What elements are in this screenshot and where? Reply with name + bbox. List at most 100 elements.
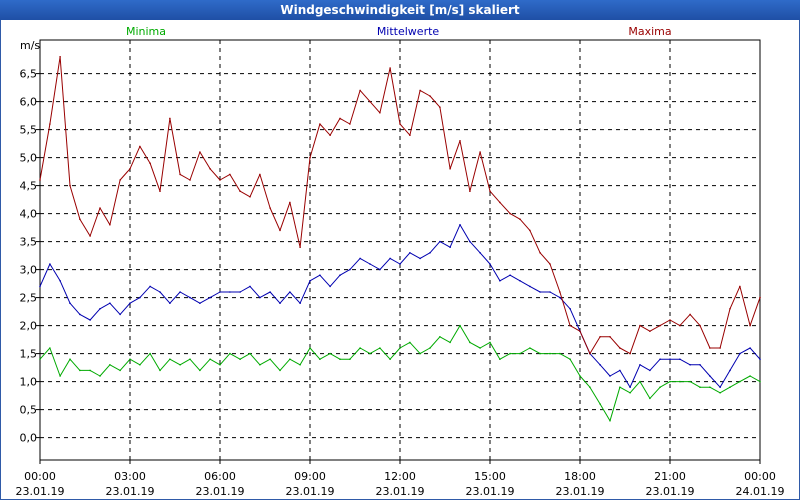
- data-point: [79, 313, 81, 316]
- legend: Minima Mittelwerte Maxima: [126, 25, 672, 38]
- data-point: [369, 352, 371, 355]
- data-point: [669, 319, 671, 321]
- data-point: [559, 352, 561, 355]
- data-point: [429, 347, 431, 349]
- series-maxima: [39, 56, 761, 355]
- data-point: [359, 89, 361, 92]
- x-tick-time: 21:00: [654, 470, 686, 483]
- data-point: [79, 369, 81, 372]
- data-point: [669, 380, 671, 383]
- data-point: [249, 352, 251, 355]
- data-point: [419, 352, 421, 355]
- grid: [40, 40, 760, 460]
- data-point: [119, 369, 121, 372]
- data-point: [639, 380, 641, 383]
- data-point: [289, 291, 291, 293]
- y-tick-label: 6,0: [20, 96, 38, 109]
- x-tick-time: 06:00: [204, 470, 236, 483]
- data-point: [239, 358, 241, 361]
- data-point: [319, 123, 321, 125]
- y-tick-label: 6,5: [20, 68, 38, 81]
- data-point: [729, 369, 731, 372]
- data-point: [59, 56, 61, 58]
- data-point: [109, 302, 111, 305]
- data-point: [329, 285, 331, 288]
- data-point: [719, 392, 721, 394]
- data-point: [129, 168, 131, 170]
- data-point: [709, 347, 711, 349]
- data-point: [739, 285, 741, 288]
- data-point: [549, 263, 551, 265]
- data-point: [599, 336, 601, 338]
- data-point: [219, 179, 221, 181]
- data-point: [169, 117, 171, 120]
- data-point: [259, 296, 261, 299]
- data-point: [699, 324, 701, 327]
- data-point: [379, 112, 381, 114]
- data-point: [649, 330, 651, 333]
- data-point: [269, 358, 271, 361]
- data-point: [639, 324, 641, 327]
- data-point: [759, 358, 761, 361]
- y-tick-label: 3,5: [20, 236, 38, 249]
- y-tick-label: 1,5: [20, 348, 38, 361]
- data-point: [439, 240, 441, 243]
- data-point: [409, 341, 411, 344]
- data-point: [59, 375, 61, 377]
- data-point: [649, 397, 651, 400]
- data-point: [439, 336, 441, 338]
- data-point: [499, 280, 501, 282]
- data-point: [299, 302, 301, 305]
- x-tick-date: 24.01.19: [736, 485, 785, 498]
- data-point: [199, 369, 201, 372]
- x-tick-time: 09:00: [294, 470, 326, 483]
- data-point: [649, 369, 651, 372]
- data-point: [159, 291, 161, 293]
- data-point: [549, 291, 551, 293]
- data-point: [359, 257, 361, 260]
- data-point: [99, 207, 101, 209]
- data-point: [189, 296, 191, 299]
- data-point: [459, 140, 461, 142]
- data-point: [69, 302, 71, 305]
- data-point: [399, 123, 401, 125]
- data-point: [419, 89, 421, 92]
- data-point: [209, 296, 211, 299]
- data-point: [249, 196, 251, 198]
- data-point: [109, 364, 111, 366]
- data-point: [39, 358, 41, 361]
- data-point: [99, 375, 101, 377]
- data-point: [159, 369, 161, 372]
- data-point: [159, 190, 161, 192]
- data-point: [709, 386, 711, 389]
- data-point: [39, 285, 41, 288]
- data-point: [479, 347, 481, 349]
- data-point: [539, 352, 541, 355]
- data-point: [119, 313, 121, 316]
- data-point: [749, 324, 751, 327]
- data-point: [309, 280, 311, 282]
- data-point: [79, 218, 81, 220]
- data-point: [419, 257, 421, 260]
- data-point: [659, 386, 661, 389]
- data-point: [519, 352, 521, 355]
- data-point: [349, 268, 351, 271]
- data-point: [519, 280, 521, 282]
- data-point: [579, 330, 581, 333]
- data-point: [279, 229, 281, 232]
- data-point: [229, 352, 231, 355]
- x-tick-date: 23.01.19: [286, 485, 335, 498]
- legend-item-mittelwerte: Mittelwerte: [377, 25, 440, 38]
- data-point: [189, 179, 191, 181]
- data-point: [49, 347, 51, 349]
- data-point: [249, 285, 251, 288]
- data-point: [619, 369, 621, 372]
- data-point: [359, 347, 361, 349]
- data-point: [619, 347, 621, 349]
- data-point: [699, 364, 701, 366]
- data-point: [529, 229, 531, 232]
- data-point: [489, 341, 491, 344]
- data-point: [749, 375, 751, 377]
- series-minima: [39, 324, 761, 422]
